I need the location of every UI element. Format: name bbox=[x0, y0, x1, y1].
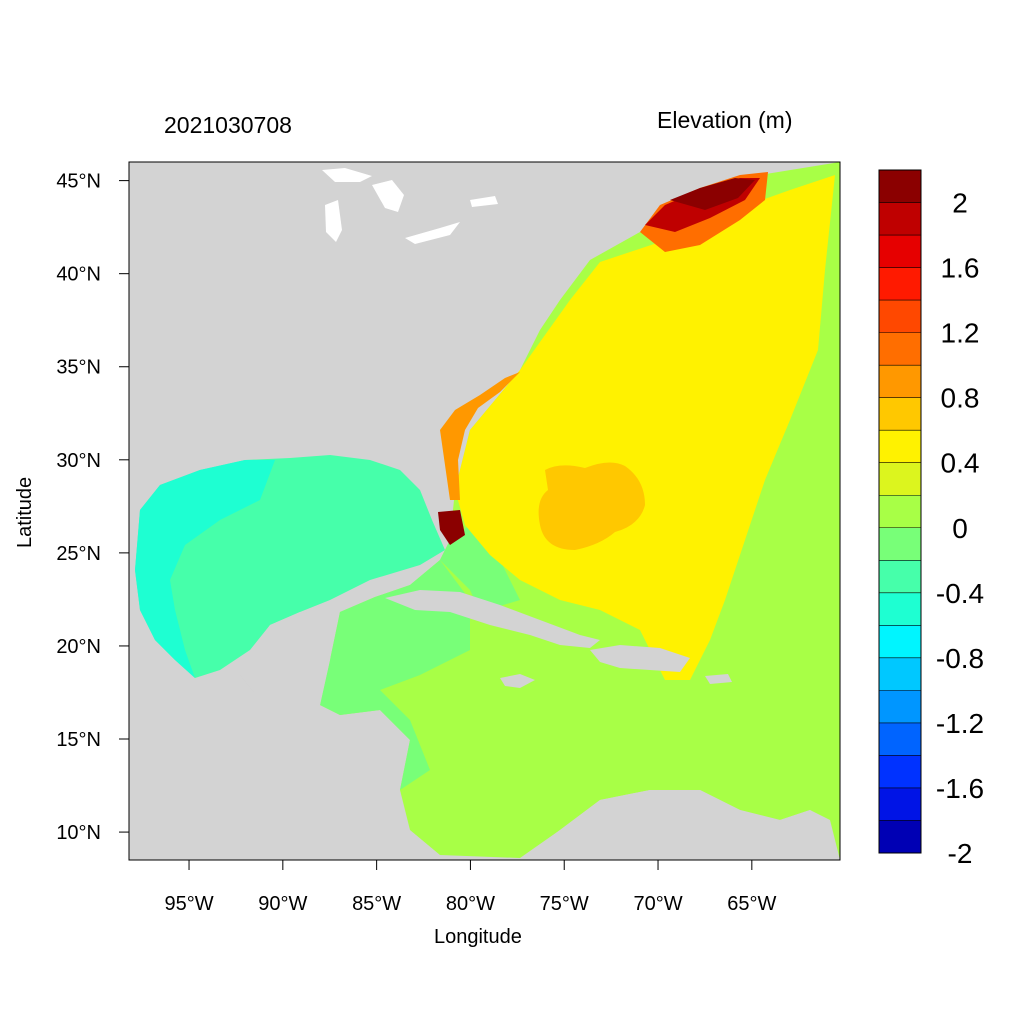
y-tick-label: 30°N bbox=[56, 450, 101, 472]
map-title-timestamp: 2021030708 bbox=[164, 112, 292, 138]
ocean-western-caribbean bbox=[320, 560, 470, 790]
colorbar-segment bbox=[879, 202, 921, 236]
colorbar-segment bbox=[879, 430, 921, 464]
y-tick-label: 10°N bbox=[56, 822, 101, 844]
colorbar-segment bbox=[879, 722, 921, 756]
lake-huron bbox=[372, 180, 404, 212]
colorbar-label: -0.4 bbox=[936, 578, 984, 609]
land-south-america bbox=[520, 790, 840, 860]
x-tick-label: 65°W bbox=[727, 893, 776, 915]
colorbar-segment bbox=[879, 560, 921, 594]
x-tick-label: 80°W bbox=[446, 893, 495, 915]
ocean-gulf-western-low bbox=[135, 460, 275, 678]
ocean-florida-straits bbox=[440, 525, 520, 612]
ocean-south-florida-peak bbox=[438, 510, 465, 545]
map-panel bbox=[129, 162, 840, 860]
colorbar-segment bbox=[879, 235, 921, 269]
colorbar-label: 1.2 bbox=[941, 318, 980, 349]
colorbar-segment bbox=[879, 397, 921, 431]
y-tick-label: 20°N bbox=[56, 636, 101, 658]
colorbar-label: -1.6 bbox=[936, 773, 984, 804]
x-axis-label: Longitude bbox=[434, 926, 522, 948]
lake-superior bbox=[322, 168, 372, 182]
land-cuba bbox=[385, 590, 600, 648]
x-axis: 95°W 90°W 85°W 80°W 75°W 70°W 65°W bbox=[164, 860, 777, 915]
land-yucatan bbox=[240, 612, 335, 710]
x-tick-label: 75°W bbox=[540, 893, 589, 915]
colorbar-label: -1.2 bbox=[936, 708, 984, 739]
colorbar-frame bbox=[878, 169, 922, 854]
colorbar-segment bbox=[879, 527, 921, 561]
land-hispaniola bbox=[590, 645, 690, 672]
colorbar-segment bbox=[879, 332, 921, 366]
land-puerto-rico bbox=[705, 674, 732, 684]
map-title-variable: Elevation (m) bbox=[657, 107, 793, 133]
colorbar-segment bbox=[879, 592, 921, 626]
colorbar-label: 0.4 bbox=[941, 448, 980, 479]
colorbar-segment bbox=[879, 365, 921, 399]
lake-michigan bbox=[325, 200, 342, 242]
colorbar: 2 1.6 1.2 0.8 0.4 0 -0.4 -0.8 -1.2 -1.6 -2 bbox=[878, 169, 984, 869]
x-tick-label: 70°W bbox=[633, 893, 682, 915]
x-tick-label: 90°W bbox=[258, 893, 307, 915]
lake-erie bbox=[405, 222, 460, 244]
y-tick-label: 35°N bbox=[56, 357, 101, 379]
ocean-coastal-band bbox=[440, 372, 520, 500]
lake-ontario bbox=[470, 196, 498, 207]
colorbar-segment bbox=[879, 657, 921, 691]
colorbar-segment bbox=[879, 170, 921, 204]
colorbar-label: 1.6 bbox=[941, 253, 980, 284]
colorbar-label: -0.8 bbox=[936, 643, 984, 674]
colorbar-segment bbox=[879, 755, 921, 789]
y-tick-label: 25°N bbox=[56, 543, 101, 565]
land-jamaica bbox=[500, 674, 535, 688]
y-axis-label: Latitude bbox=[14, 476, 36, 548]
colorbar-segment bbox=[879, 495, 921, 529]
ocean-gulf-of-maine-core bbox=[670, 178, 755, 210]
ocean-eddy bbox=[538, 462, 645, 550]
colorbar-segment bbox=[879, 787, 921, 821]
colorbar-segment bbox=[879, 690, 921, 724]
ocean-subtropical-high bbox=[455, 175, 835, 680]
colorbar-segment bbox=[879, 267, 921, 301]
colorbar-label: -2 bbox=[948, 838, 973, 869]
colorbar-segment bbox=[879, 462, 921, 496]
x-tick-label: 95°W bbox=[164, 893, 213, 915]
x-tick-label: 85°W bbox=[352, 893, 401, 915]
colorbar-segment bbox=[879, 820, 921, 854]
colorbar-segment bbox=[879, 625, 921, 659]
y-tick-label: 40°N bbox=[56, 264, 101, 286]
colorbar-label: 2 bbox=[952, 188, 968, 219]
y-tick-label: 15°N bbox=[56, 729, 101, 751]
map-frame bbox=[128, 161, 841, 861]
y-tick-label: 45°N bbox=[56, 171, 101, 193]
colorbar-label: 0.8 bbox=[941, 383, 980, 414]
y-axis: 45°N 40°N 35°N 30°N 25°N 20°N 15°N 10°N bbox=[56, 171, 129, 844]
colorbar-label: 0 bbox=[952, 513, 968, 544]
colorbar-segment bbox=[879, 300, 921, 334]
